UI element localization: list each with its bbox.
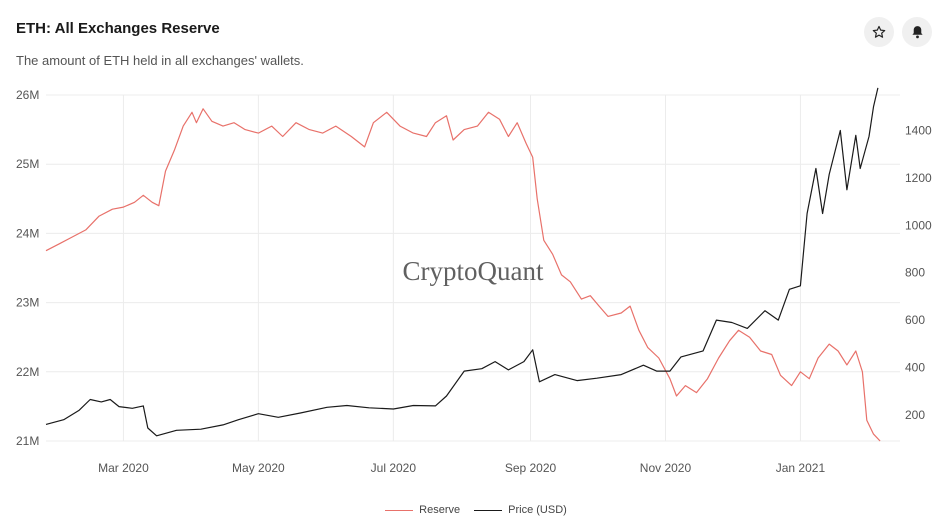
y-left-tick-label: 21M	[16, 434, 39, 448]
x-tick-label: Sep 2020	[505, 461, 557, 475]
legend-item-price[interactable]: Price (USD)	[474, 504, 567, 516]
y-left-tick-label: 23M	[16, 296, 39, 310]
reserve-line	[45, 108, 881, 442]
favorite-button[interactable]	[864, 17, 894, 47]
chart-subtitle: The amount of ETH held in all exchanges'…	[16, 53, 304, 68]
legend-item-reserve[interactable]: Reserve	[385, 504, 460, 516]
bell-icon	[911, 26, 923, 39]
reserve-price-chart: CryptoQuant 21M 22M 23M 24M 25M 26M Mar 2020 Ma…	[16, 87, 932, 475]
y-right-tick-label: 800	[905, 266, 925, 280]
y-right-tick-label: 600	[905, 313, 925, 327]
price-line	[45, 87, 879, 437]
y-left-tick-label: 26M	[16, 88, 39, 102]
watermark: CryptoQuant	[403, 256, 544, 286]
chart-series	[45, 87, 881, 442]
y-right-tick-label: 1400	[905, 124, 932, 138]
star-icon	[872, 25, 886, 38]
alert-button[interactable]	[902, 17, 932, 47]
chart-legend: Reserve Price (USD)	[0, 504, 952, 516]
y-right-tick-label: 200	[905, 408, 925, 422]
x-tick-label: May 2020	[232, 461, 285, 475]
x-tick-label: Nov 2020	[640, 461, 692, 475]
legend-label-reserve: Reserve	[419, 504, 461, 516]
legend-swatch-price	[474, 509, 503, 511]
axis-ticks: 21M 22M 23M 24M 25M 26M Mar 2020 May 2020 Jul 20…	[16, 88, 932, 475]
x-tick-label: Jan 2021	[776, 461, 826, 475]
y-left-tick-label: 22M	[16, 365, 39, 379]
y-right-tick-label: 1000	[905, 218, 932, 232]
y-right-tick-label: 1200	[905, 171, 932, 185]
legend-swatch-reserve	[385, 509, 414, 511]
legend-label-price: Price (USD)	[508, 504, 567, 516]
y-left-tick-label: 25M	[16, 157, 39, 171]
x-tick-label: Mar 2020	[98, 461, 149, 475]
chart-title: ETH: All Exchanges Reserve	[16, 20, 220, 37]
x-tick-label: Jul 2020	[371, 461, 417, 475]
y-right-tick-label: 400	[905, 361, 925, 375]
y-left-tick-label: 24M	[16, 226, 39, 240]
